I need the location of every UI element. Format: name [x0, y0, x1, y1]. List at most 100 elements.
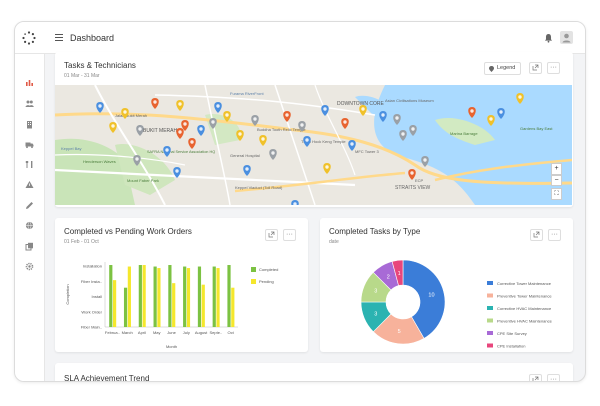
- map-pin-icon[interactable]: [243, 165, 251, 176]
- legend-label: Pending: [259, 279, 274, 284]
- map-pin-icon[interactable]: [209, 118, 217, 129]
- bar-completed[interactable]: [227, 265, 231, 327]
- map-pin-icon[interactable]: [348, 140, 356, 151]
- map-pin-icon[interactable]: [409, 125, 417, 136]
- chart-icon[interactable]: [25, 78, 34, 87]
- map-pin-icon[interactable]: [176, 128, 184, 139]
- map-pin-icon[interactable]: [487, 115, 495, 126]
- map-pin-icon[interactable]: [269, 149, 277, 160]
- bar-pending[interactable]: [216, 268, 220, 327]
- map-pin-icon[interactable]: [133, 155, 141, 166]
- map-pin-icon[interactable]: [181, 120, 189, 131]
- more-button[interactable]: ···: [548, 229, 561, 241]
- pen-icon[interactable]: [25, 201, 34, 210]
- building-icon[interactable]: [25, 120, 34, 129]
- map-pin-icon[interactable]: [516, 93, 524, 104]
- bar-completed[interactable]: [183, 266, 187, 327]
- bar-pending[interactable]: [231, 287, 235, 327]
- map-view[interactable]: DOWNTOWN CORE Furama RiverFront Jalan Bu…: [55, 85, 572, 205]
- fullscreen-button[interactable]: ⛶: [551, 188, 562, 200]
- map-pin-icon[interactable]: [109, 122, 117, 133]
- bar-pending[interactable]: [157, 268, 161, 327]
- top-bar: Dashboard: [15, 22, 585, 54]
- map-pin-icon[interactable]: [136, 125, 144, 136]
- bar-pending[interactable]: [201, 284, 205, 327]
- avatar[interactable]: [560, 31, 573, 44]
- map-label: Henderson Waves: [83, 159, 116, 164]
- bar-completed[interactable]: [153, 266, 157, 327]
- truck-icon[interactable]: [25, 140, 34, 149]
- map-pin-icon[interactable]: [259, 135, 267, 146]
- bar-completed[interactable]: [197, 266, 202, 327]
- more-button[interactable]: ···: [547, 374, 560, 381]
- map-pin-icon[interactable]: [303, 136, 311, 147]
- map-pin-icon[interactable]: [323, 163, 331, 174]
- bar-completed[interactable]: [168, 265, 172, 327]
- map-pin-icon[interactable]: [298, 121, 306, 132]
- card-title: Completed Tasks by Type: [329, 227, 421, 236]
- bar-pending[interactable]: [127, 266, 131, 327]
- map-pin-icon[interactable]: [223, 111, 231, 122]
- tasks-donut-chart: 10 5 3 3 2 1 Corrective Tower Maintenance Preve…: [360, 259, 553, 348]
- more-button[interactable]: ···: [547, 62, 560, 74]
- pie-slice[interactable]: [391, 259, 404, 286]
- expand-button[interactable]: [265, 229, 278, 241]
- users-icon[interactable]: [25, 99, 34, 108]
- map-pin-icon[interactable]: [291, 200, 299, 205]
- map-pin-icon[interactable]: [359, 105, 367, 116]
- warning-icon[interactable]: [25, 180, 34, 189]
- map-pin-icon[interactable]: [151, 98, 159, 109]
- bar-completed[interactable]: [123, 287, 128, 327]
- settings-icon[interactable]: [25, 262, 34, 271]
- map-label: SAFRA National Service Association HQ: [147, 150, 215, 154]
- legend-swatch: [251, 279, 256, 284]
- map-canvas[interactable]: DOWNTOWN CORE Furama RiverFront Jalan Bu…: [55, 85, 572, 205]
- legend-button[interactable]: Legend: [484, 62, 521, 75]
- map-pin-icon[interactable]: [497, 108, 505, 119]
- globe-icon[interactable]: [25, 221, 34, 230]
- map-pin-icon[interactable]: [163, 146, 171, 157]
- map-pin-icon[interactable]: [96, 102, 104, 113]
- hamburger-icon[interactable]: [55, 34, 63, 41]
- map-pin-icon[interactable]: [236, 130, 244, 141]
- zoom-in-button[interactable]: +: [551, 163, 562, 175]
- x-tick-label: Februa..: [105, 330, 120, 335]
- bar-completed[interactable]: [138, 265, 142, 327]
- map-pin-icon[interactable]: [399, 130, 407, 141]
- expand-button[interactable]: [529, 62, 542, 74]
- map-pin-icon[interactable]: [176, 100, 184, 111]
- expand-button[interactable]: [530, 229, 543, 241]
- map-pin-icon[interactable]: [341, 118, 349, 129]
- bar-pending[interactable]: [112, 280, 117, 327]
- legend-label: Completed: [259, 267, 278, 272]
- bar-pending[interactable]: [186, 268, 191, 327]
- map-pin-icon[interactable]: [468, 107, 476, 118]
- bell-icon[interactable]: [544, 33, 553, 43]
- expand-button[interactable]: [529, 374, 542, 381]
- zoom-out-button[interactable]: −: [551, 175, 562, 186]
- bar-completed[interactable]: [212, 266, 216, 327]
- map-pin-icon[interactable]: [283, 111, 291, 122]
- map-pin-icon[interactable]: [379, 111, 387, 122]
- more-button[interactable]: ···: [283, 229, 296, 241]
- map-pin-icon[interactable]: [197, 125, 205, 136]
- map-label: STRAITS VIEW: [395, 185, 431, 191]
- map-pin-icon[interactable]: [393, 114, 401, 125]
- map-pin-icon[interactable]: [321, 105, 329, 116]
- slice-label: 3: [374, 311, 377, 317]
- map-pin-icon[interactable]: [408, 169, 416, 180]
- bar-pending[interactable]: [172, 283, 176, 327]
- map-pin-icon[interactable]: [251, 115, 259, 126]
- pie-slice[interactable]: [402, 259, 446, 339]
- map-pin-icon[interactable]: [173, 167, 181, 178]
- map-pin-icon[interactable]: [421, 156, 429, 167]
- map-pin-icon[interactable]: [188, 138, 196, 149]
- bar-completed[interactable]: [109, 265, 113, 327]
- copy-icon[interactable]: [25, 242, 34, 251]
- bar-pending[interactable]: [142, 265, 146, 327]
- map-pin-icon[interactable]: [214, 102, 222, 113]
- map-pin-icon[interactable]: [121, 108, 129, 119]
- tools-icon[interactable]: [25, 160, 34, 169]
- map-label: Asian Civilisations Museum: [385, 98, 434, 103]
- map-label: DOWNTOWN CORE: [337, 101, 385, 107]
